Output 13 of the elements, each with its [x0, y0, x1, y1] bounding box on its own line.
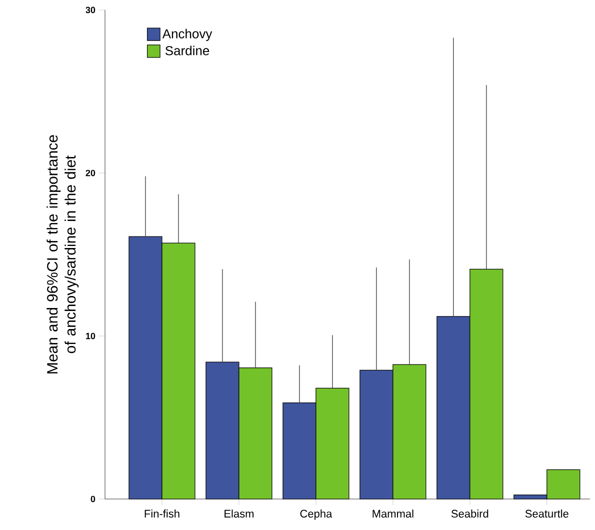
y-tick-label: 0 — [90, 496, 96, 502]
y-tick-label: 10 — [86, 332, 96, 340]
legend-label: Anchovy — [162, 28, 212, 41]
y-tick-label: 20 — [86, 170, 96, 176]
x-tick-label: Elasm — [224, 510, 254, 518]
x-tick-label: Mammal — [372, 510, 414, 518]
x-tick-label: Seaturtle — [525, 510, 568, 518]
x-tick-label: Cepha — [300, 510, 332, 520]
y-axis-title: Mean and 96%CI of the importance of anchovy/sardine in the diet — [46, 135, 79, 374]
x-tick-label: Fin-fish — [144, 510, 180, 518]
x-tick-label: Seabird — [451, 510, 488, 518]
legend-label: Sardine — [165, 46, 210, 56]
y-tick-label: 30 — [86, 6, 96, 14]
